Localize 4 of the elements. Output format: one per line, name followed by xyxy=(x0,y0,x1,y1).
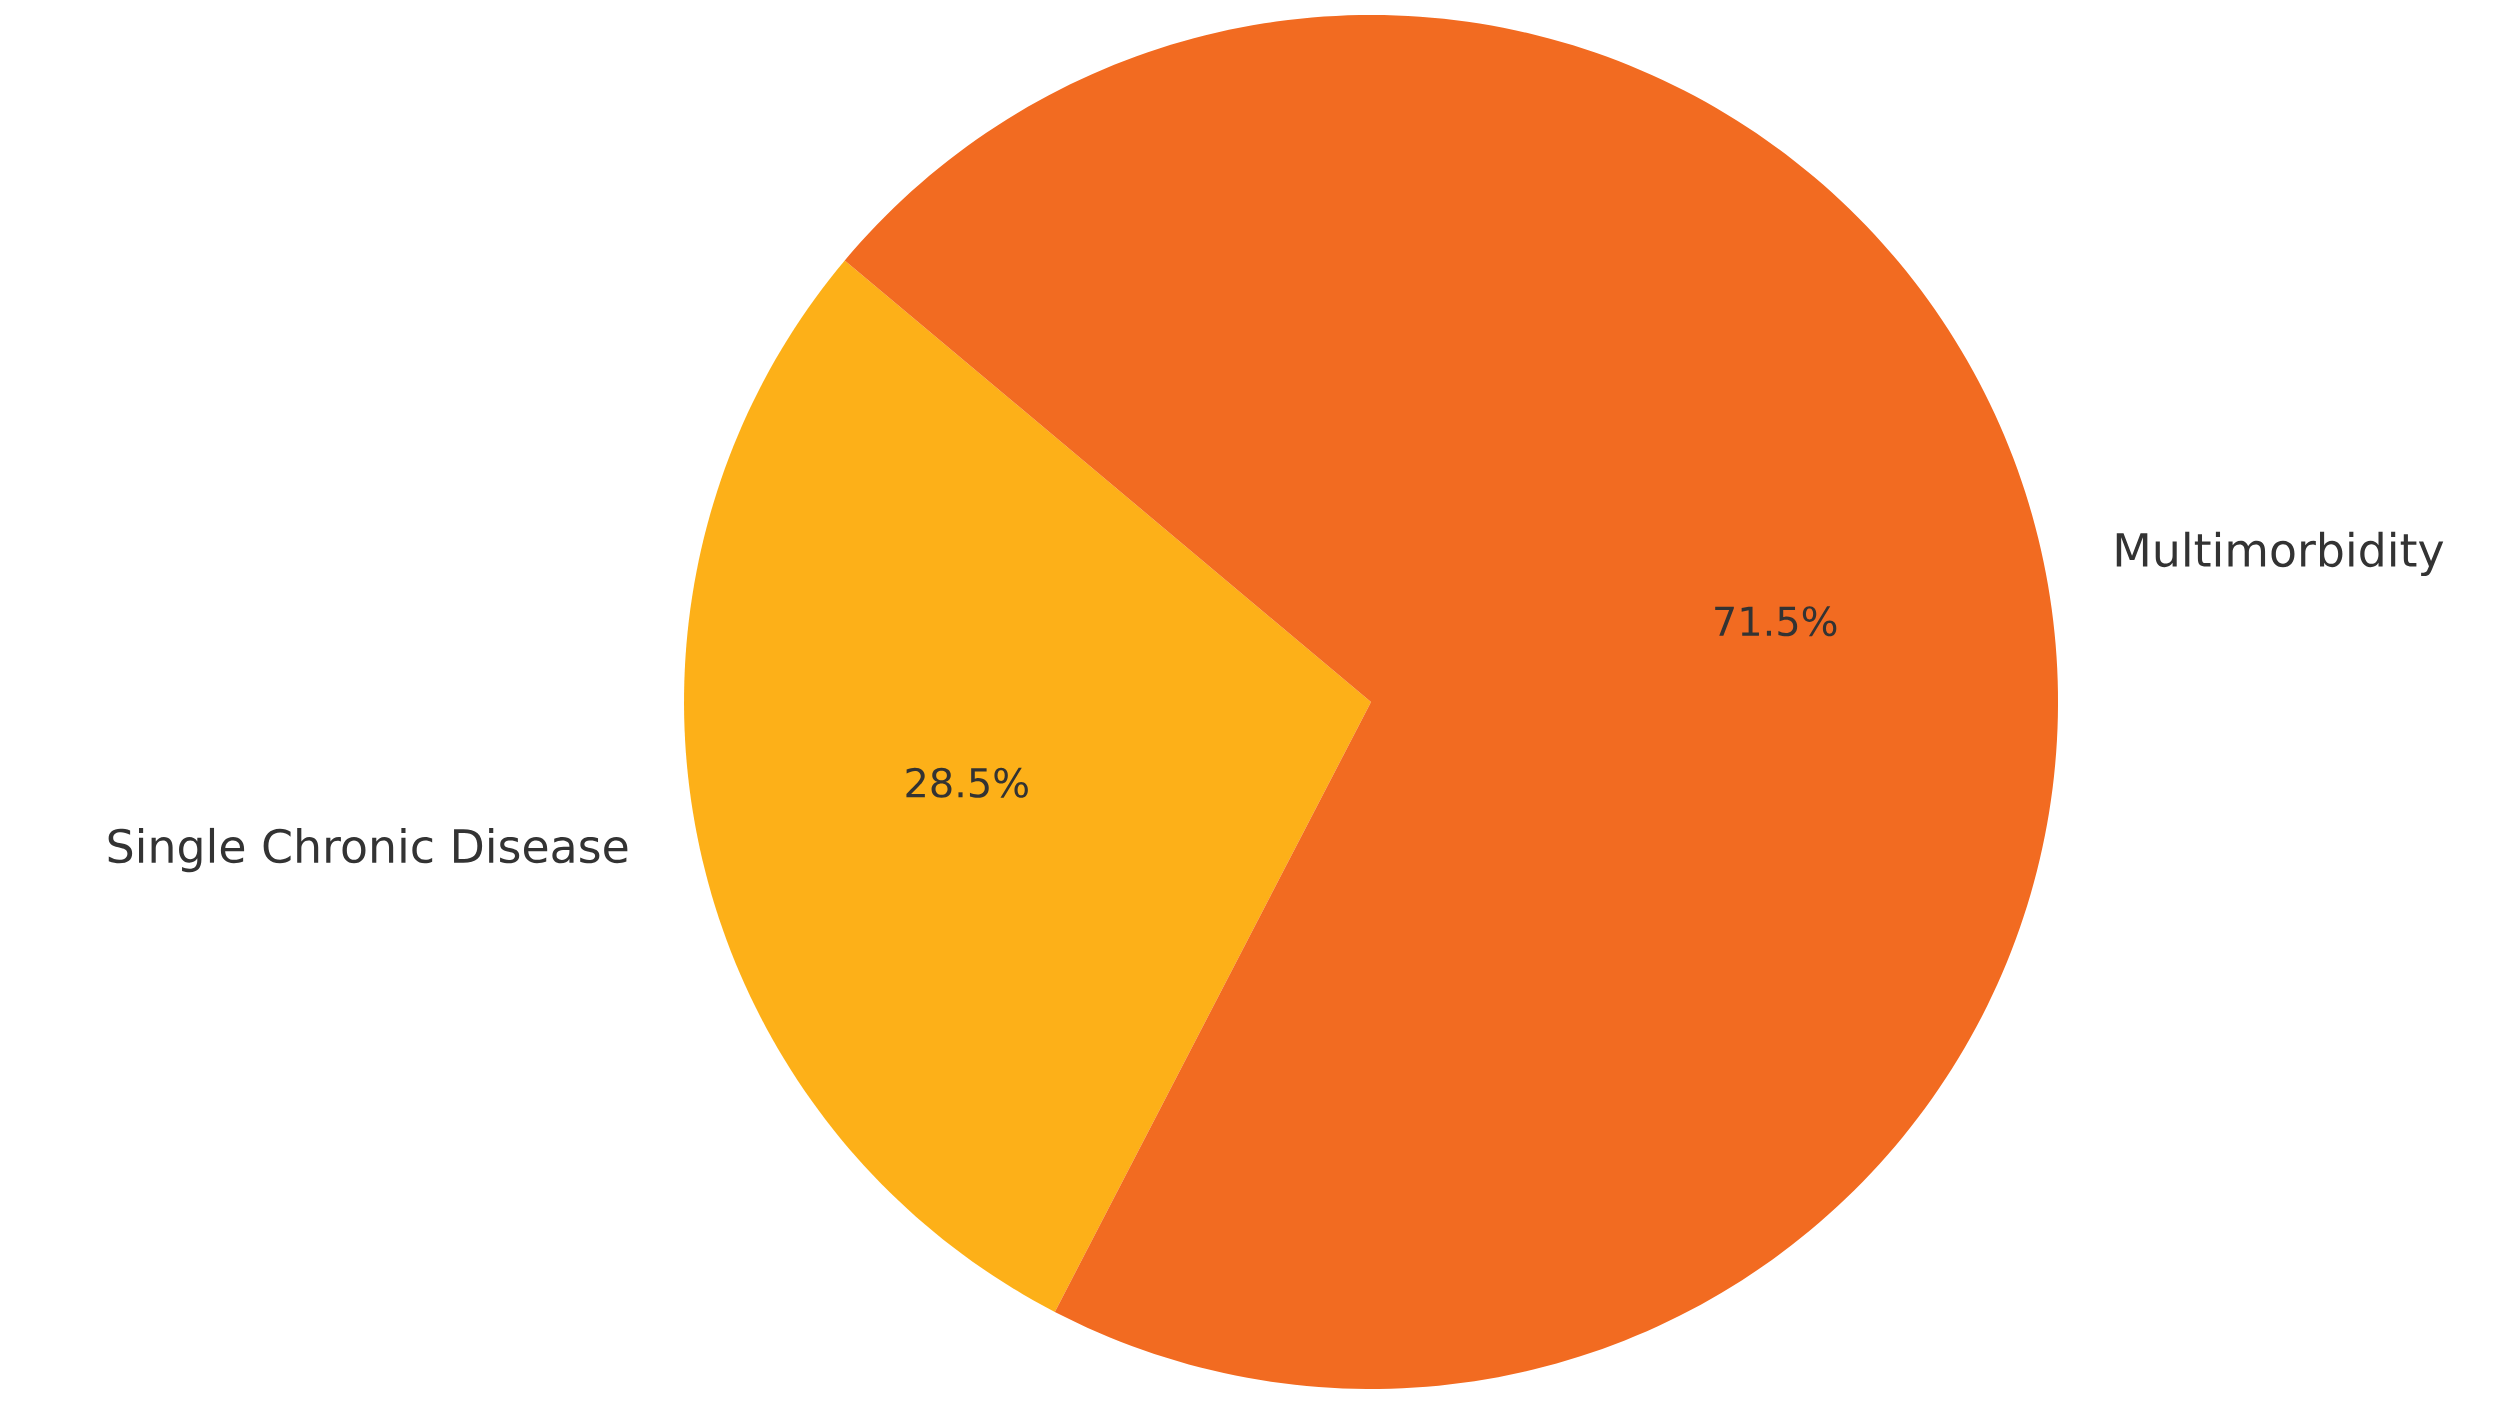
data-label: 71.5% xyxy=(1715,606,1837,637)
slice-label: Single Chronic Disease xyxy=(108,827,628,873)
slice-label: Multimorbidity xyxy=(2116,531,2444,577)
data-label: 28.5% xyxy=(906,767,1028,798)
